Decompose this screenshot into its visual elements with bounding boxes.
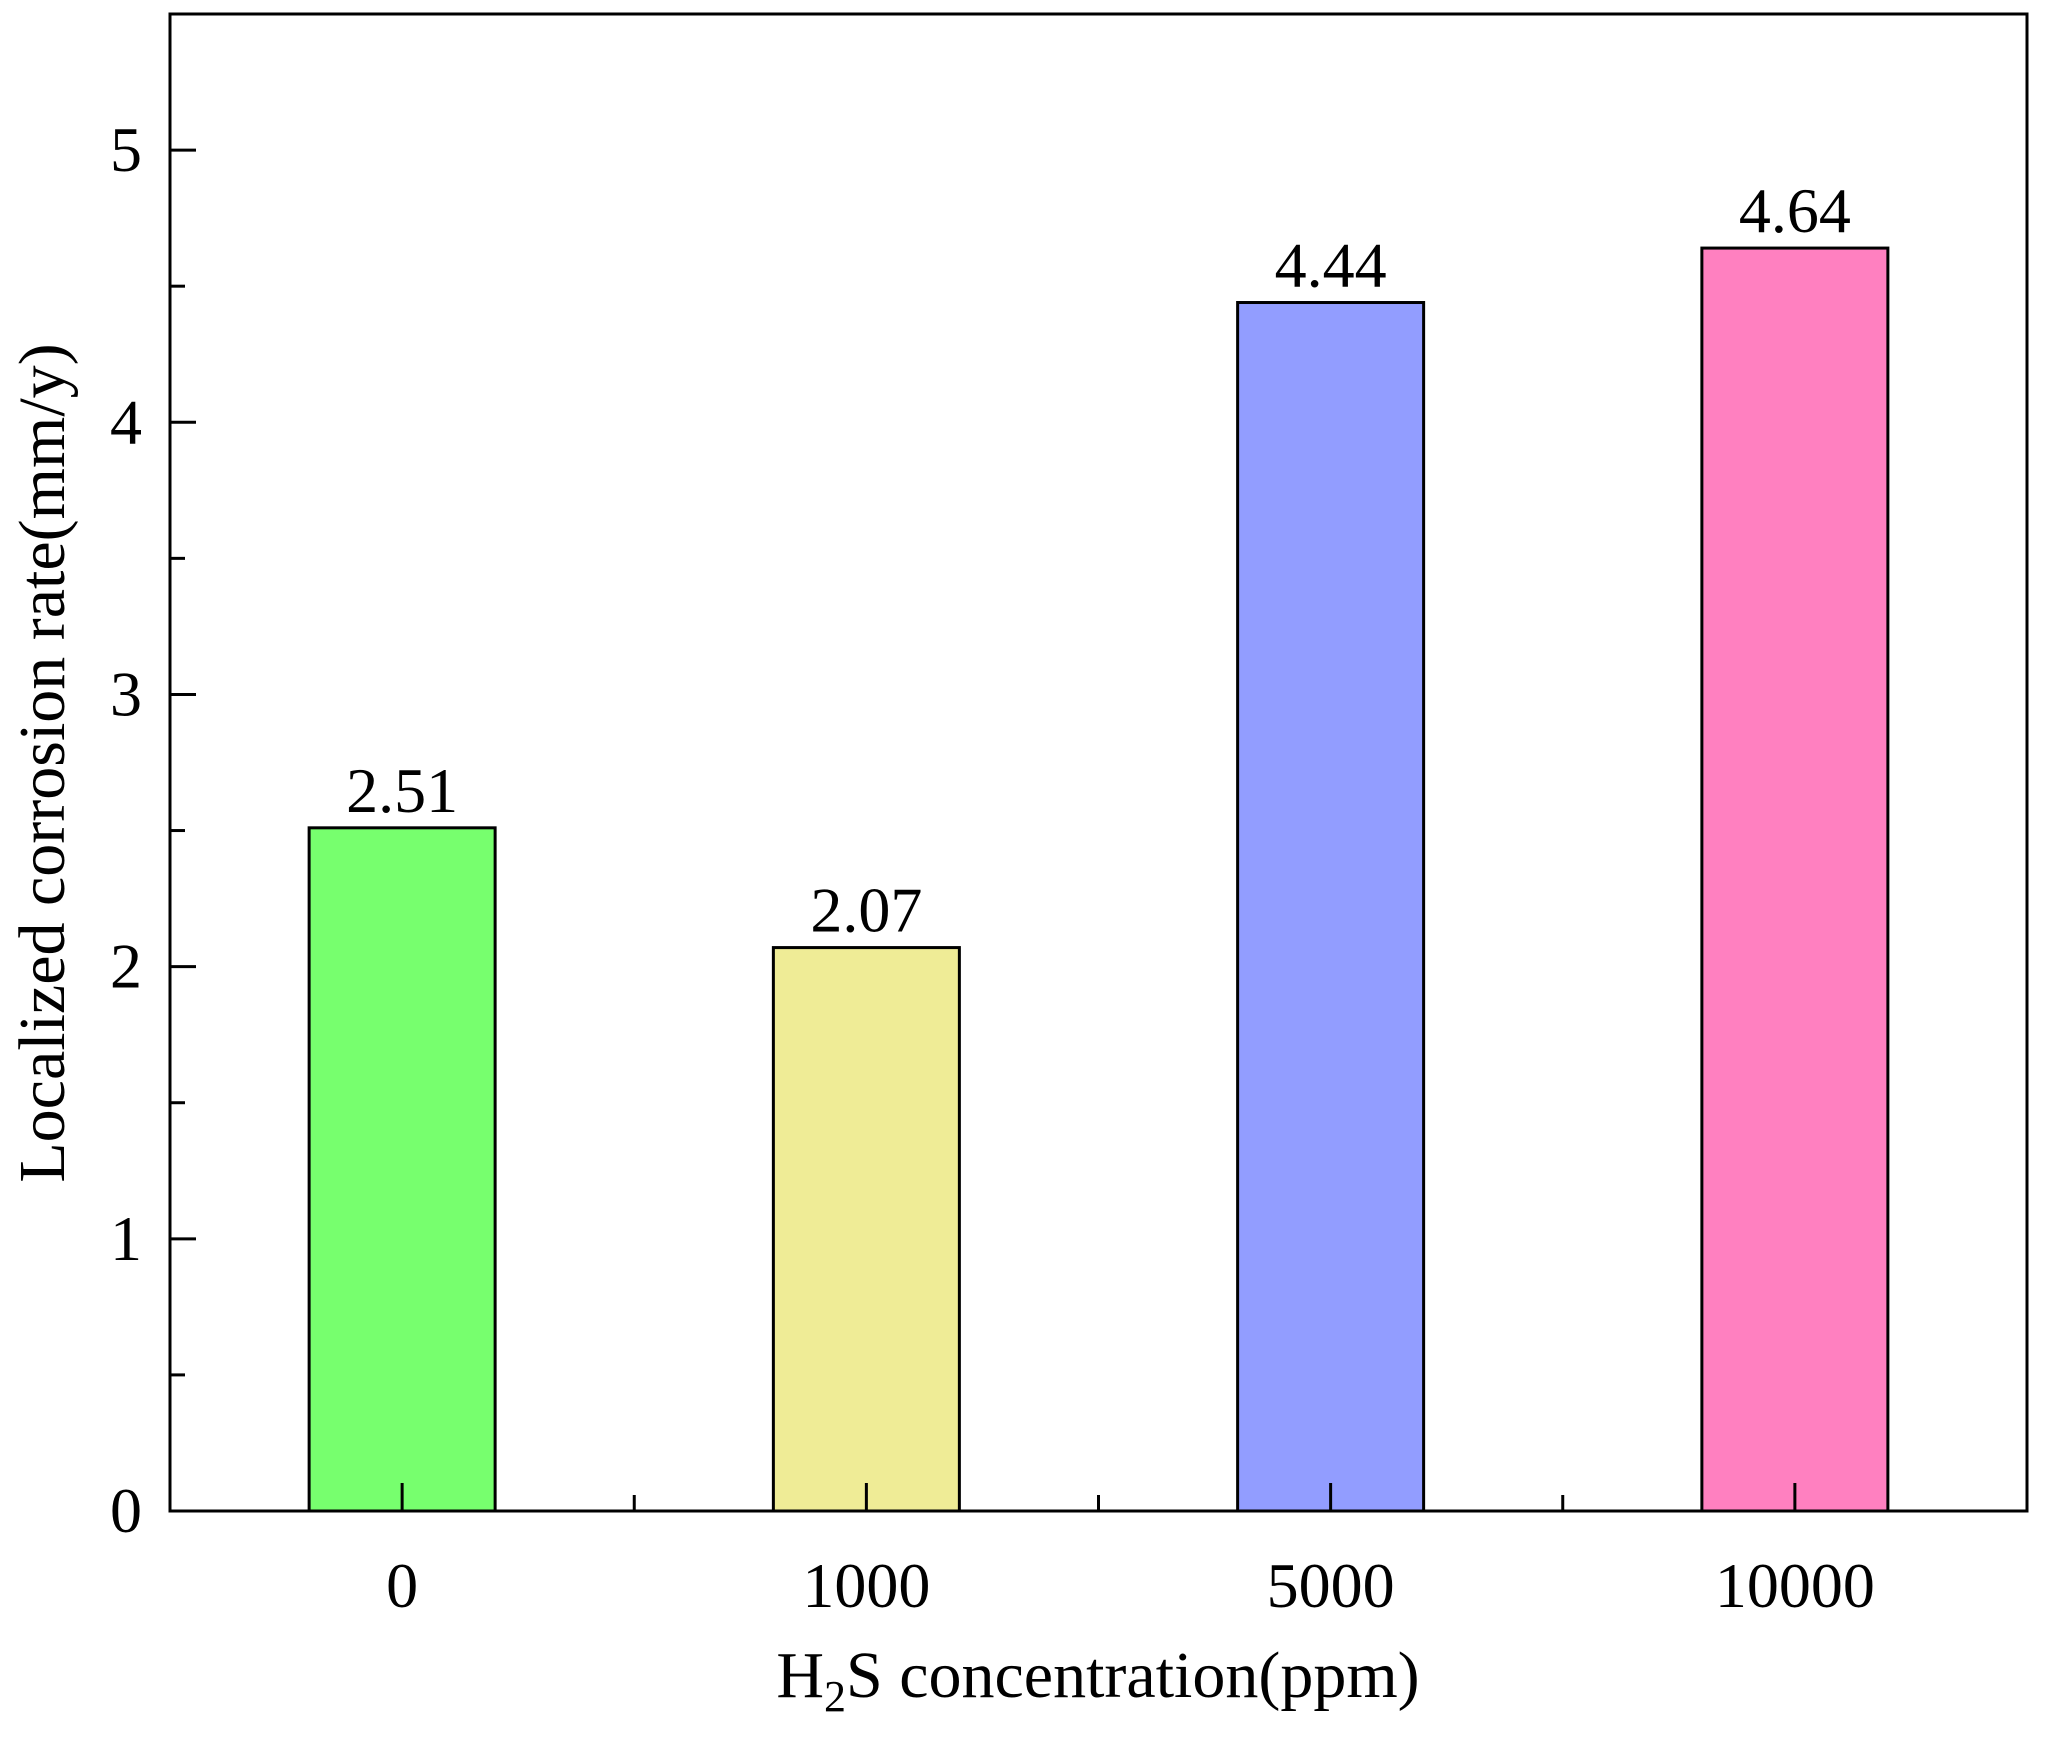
y-tick-label-1: 1 xyxy=(110,1203,142,1274)
data-label-10000: 4.64 xyxy=(1739,175,1851,246)
bar-1000 xyxy=(771,946,961,1513)
x-tick-label-10000: 10000 xyxy=(1715,1550,1875,1621)
plot-frame xyxy=(168,12,2029,1513)
bars-layer: 2.51 2.07 4.44 4.64 xyxy=(307,175,1890,1513)
data-label-0: 2.51 xyxy=(346,755,458,826)
y-tick-label-4: 4 xyxy=(110,386,142,457)
y-tick-label-5: 5 xyxy=(110,114,142,185)
bar-0 xyxy=(307,826,497,1513)
ticks-layer: 0 1000 5000 10000 0 1 2 3 4 5 xyxy=(110,114,1875,1621)
bar-10000 xyxy=(1700,246,1890,1513)
x-axis-title-subscript: 2 xyxy=(824,1672,846,1721)
y-tick-label-0: 0 xyxy=(110,1475,142,1546)
data-label-1000: 2.07 xyxy=(810,875,922,946)
data-label-5000: 4.44 xyxy=(1275,230,1387,301)
y-tick-label-3: 3 xyxy=(110,658,142,729)
x-tick-label-5000: 5000 xyxy=(1267,1550,1395,1621)
x-axis-title-rest: S concentration(ppm) xyxy=(846,1639,1420,1712)
y-axis-title: Localized corrosion rate(mm/y) xyxy=(6,343,79,1182)
x-tick-label-1000: 1000 xyxy=(802,1550,930,1621)
y-tick-label-2: 2 xyxy=(110,931,142,1002)
bar-5000 xyxy=(1236,301,1426,1513)
x-tick-label-0: 0 xyxy=(386,1550,418,1621)
x-axis-title: H2S concentration(ppm) xyxy=(776,1639,1419,1721)
x-axis-title-main: H xyxy=(776,1639,824,1712)
